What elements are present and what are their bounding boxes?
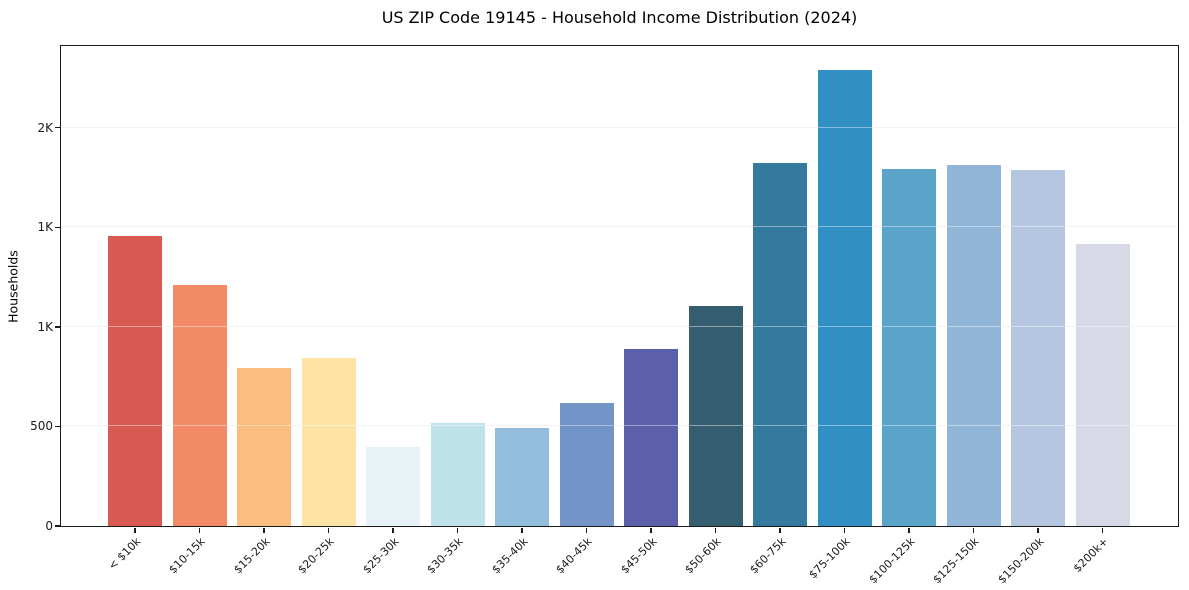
x-tick-mark [650, 527, 652, 533]
x-tick-mark [134, 527, 136, 533]
x-tick-mark [714, 527, 717, 533]
x-tick-mark [327, 527, 330, 533]
bar [1011, 169, 1065, 526]
y-tick-label: 1K [37, 220, 53, 235]
bar [172, 285, 227, 526]
y-tick-mark [54, 425, 60, 428]
x-tick-label: $30-35k [424, 535, 466, 577]
x-tick-label: $35-40k [488, 535, 531, 577]
bar [753, 162, 807, 526]
plot-area: 0 500 1K 1K 2K < $10k $10-15k $15-20k $20-25k $2… [30, 45, 1179, 586]
x-tick-label: $150-200k [995, 535, 1047, 587]
bar [946, 164, 1001, 526]
x-tick-label: $200k+ [1070, 535, 1111, 576]
bar [624, 348, 678, 526]
x-tick-label: $40-45k [553, 535, 595, 577]
x-tick-label: < $10k [105, 535, 144, 573]
x-tick-mark [1037, 527, 1039, 533]
gridline [61, 325, 1178, 327]
bar [301, 357, 356, 526]
bar [559, 402, 614, 526]
x-tick-mark [1101, 527, 1104, 533]
x-tick-mark [521, 527, 523, 533]
x-tick-label: $25-30k [359, 535, 402, 577]
x-tick-label: $45-50k [617, 535, 660, 577]
bar [366, 447, 420, 526]
y-tick-mark [54, 525, 60, 527]
y-tick-mark [54, 226, 60, 228]
x-tick-label: $100-125k [866, 535, 918, 587]
x-tick-mark [585, 527, 588, 533]
bar [882, 168, 936, 526]
x-tick-mark [908, 527, 910, 533]
bar [495, 428, 549, 526]
gridline-overlay [61, 425, 1178, 427]
gridline-overlay [61, 325, 1178, 327]
bar [1075, 244, 1130, 526]
gridline [61, 126, 1178, 128]
x-tick-mark [843, 527, 846, 533]
x-tick-mark [779, 527, 781, 533]
y-tick-label: 500 [30, 419, 53, 434]
y-tick-mark [54, 326, 60, 328]
plot-inner [61, 46, 1178, 526]
gridline-overlay [61, 126, 1178, 128]
gridline [61, 226, 1178, 228]
x-tick-label: $20-25k [295, 535, 337, 577]
x-tick-label: $10-15k [166, 535, 208, 577]
x-tick-label: $75-100k [806, 535, 853, 582]
bar [817, 69, 872, 526]
x-tick-mark [972, 527, 975, 533]
x-tick-label: $50-60k [682, 535, 724, 577]
x-tick-label: $125-150k [930, 535, 982, 587]
chart-title: US ZIP Code 19145 - Household Income Dis… [381, 8, 858, 27]
gridline [61, 425, 1178, 427]
y-tick-label: 1K [37, 319, 53, 334]
x-tick-mark [263, 527, 265, 533]
x-tick-mark [392, 527, 394, 533]
y-tick-label: 0 [45, 519, 53, 533]
x-tick-mark [198, 527, 201, 533]
bar [430, 423, 485, 526]
x-tick-label: $15-20k [230, 535, 273, 577]
bar [688, 305, 743, 526]
bar [108, 236, 162, 526]
y-tick-mark [54, 126, 60, 129]
x-tick-mark [456, 527, 459, 533]
y-tick-label: 2K [37, 120, 53, 135]
bar [237, 367, 291, 526]
x-tick-label: $60-75k [746, 535, 789, 577]
gridline-overlay [61, 226, 1178, 228]
